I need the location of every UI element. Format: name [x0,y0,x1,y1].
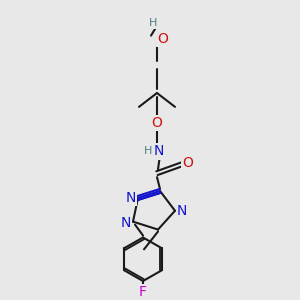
Text: H: H [149,18,157,28]
Text: N: N [126,191,136,205]
Text: N: N [154,144,164,158]
Text: H: H [144,146,152,156]
Text: F: F [139,285,147,299]
Text: O: O [183,156,194,170]
Text: O: O [152,116,162,130]
Text: N: N [177,204,187,218]
Text: N: N [121,216,131,230]
Text: O: O [158,32,168,46]
